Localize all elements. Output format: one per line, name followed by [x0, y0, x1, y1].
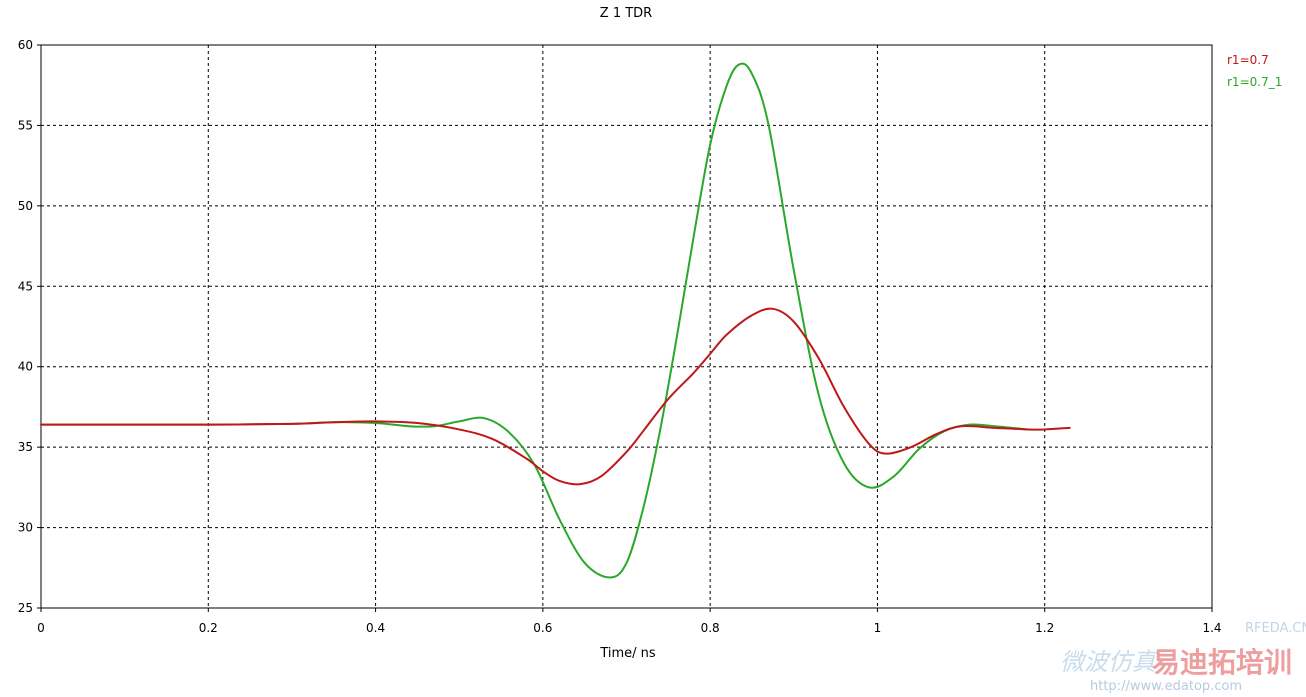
watermark: RFEDA.CN 微波仿真 易迪拓培训 http://www.edatop.co… — [1060, 621, 1306, 694]
legend-item-r1-0-7: r1=0.7 — [1227, 53, 1269, 67]
y-tick-label: 35 — [18, 440, 33, 454]
watermark-brand: 易迪拓培训 — [1152, 646, 1292, 679]
x-tick-label: 0 — [37, 621, 45, 635]
x-tick-label: 0.6 — [533, 621, 552, 635]
plot-area-border — [40, 44, 1213, 609]
series-line-r1-0-7-1 — [40, 62, 1029, 579]
watermark-rfeda: RFEDA.CN — [1245, 621, 1306, 636]
x-tick-label: 0.2 — [199, 621, 218, 635]
legend-item-r1-0-7-1: r1=0.7_1 — [1227, 75, 1282, 89]
y-tick-label: 40 — [18, 360, 33, 374]
y-tick-label: 50 — [18, 199, 33, 213]
grid-lines — [41, 45, 1212, 608]
y-tick-label: 30 — [18, 521, 33, 535]
watermark-cn-text: 微波仿真 — [1060, 648, 1159, 676]
y-tick-label: 55 — [18, 118, 33, 132]
x-tick-label: 1.2 — [1035, 621, 1054, 635]
x-axis-ticks: 0 0.2 0.4 0.6 0.8 1 1.2 1.4 — [37, 608, 1222, 635]
watermark-url: http://www.edatop.com — [1090, 679, 1242, 694]
x-tick-label: 0.8 — [701, 621, 720, 635]
x-axis-label: Time/ ns — [599, 646, 656, 661]
series-lines — [40, 62, 1071, 579]
y-axis-ticks: 60 55 50 45 40 35 30 25 — [18, 38, 41, 615]
chart-title: Z 1 TDR — [600, 6, 652, 21]
x-tick-label: 0.4 — [366, 621, 385, 635]
y-tick-label: 60 — [18, 38, 33, 52]
legend: r1=0.7 r1=0.7_1 — [1227, 53, 1282, 89]
y-tick-label: 45 — [18, 279, 33, 293]
series-line-r1-0-7 — [40, 307, 1071, 486]
x-tick-label: 1 — [874, 621, 882, 635]
x-tick-label: 1.4 — [1202, 621, 1221, 635]
y-tick-label: 25 — [18, 601, 33, 615]
